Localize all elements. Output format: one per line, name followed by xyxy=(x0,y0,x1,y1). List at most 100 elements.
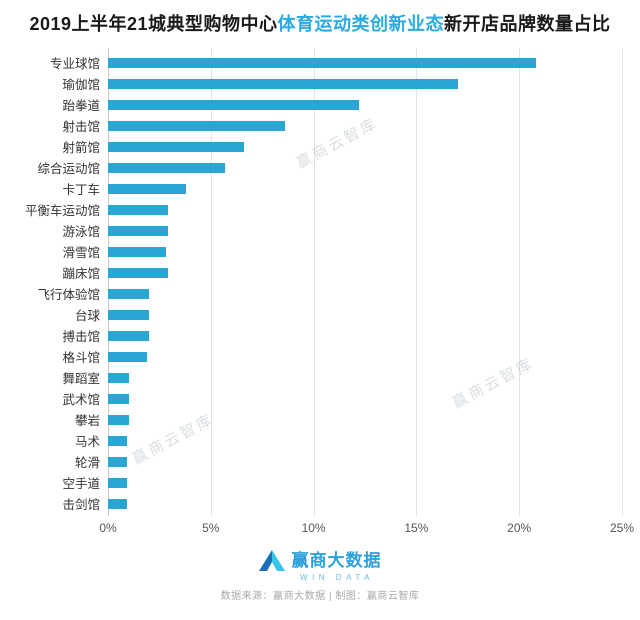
chart-row: 飞行体验馆 xyxy=(8,283,622,304)
bar xyxy=(108,414,129,425)
x-tick-label: 25% xyxy=(609,521,635,535)
bar-track xyxy=(108,141,622,152)
bar-track xyxy=(108,99,622,110)
bar xyxy=(108,225,168,236)
category-label: 攀岩 xyxy=(74,414,100,428)
category-label: 轮滑 xyxy=(74,456,100,470)
gridline xyxy=(108,48,109,516)
gridline xyxy=(519,48,521,516)
bar-track xyxy=(108,456,622,467)
chart-row: 搏击馆 xyxy=(8,325,622,346)
gridline xyxy=(622,48,623,516)
bar xyxy=(108,288,150,299)
chart-row: 蹦床馆 xyxy=(8,262,622,283)
bar xyxy=(108,246,166,257)
x-tick-label: 15% xyxy=(404,521,429,535)
category-label: 马术 xyxy=(74,435,100,449)
bar-track xyxy=(108,225,622,236)
category-label: 击剑馆 xyxy=(62,498,100,512)
chart-row: 攀岩 xyxy=(8,409,622,430)
bar-track xyxy=(108,162,622,173)
bar-track xyxy=(108,204,622,215)
bar xyxy=(108,183,187,194)
title-highlight: 体育运动类创新业态 xyxy=(277,14,445,34)
bar xyxy=(108,141,244,152)
title-part1: 2019上半年21城典型购物中心 xyxy=(29,14,278,34)
bar xyxy=(108,330,150,341)
bar-track xyxy=(108,246,622,257)
chart-row: 游泳馆 xyxy=(8,220,622,241)
bar-track xyxy=(108,120,622,131)
category-label: 武术馆 xyxy=(62,393,100,407)
bar-track xyxy=(108,477,622,488)
category-label: 瑜伽馆 xyxy=(62,78,100,92)
bar xyxy=(108,435,127,446)
bar-track xyxy=(108,435,622,446)
footer: 赢商大数据 WIN DATA 数据来源：赢商大数据 | 制图：赢商云智库 xyxy=(0,546,640,602)
category-label: 跆拳道 xyxy=(62,99,100,113)
chart-row: 击剑馆 xyxy=(8,493,622,514)
logo-text: 赢商大数据 xyxy=(291,551,382,570)
chart-row: 舞蹈室 xyxy=(8,367,622,388)
bar xyxy=(108,78,458,89)
bar-track xyxy=(108,267,622,278)
chart-rows: 专业球馆瑜伽馆跆拳道射击馆射箭馆综合运动馆卡丁车平衡车运动馆游泳馆滑雪馆 蹦床馆飞… xyxy=(8,52,622,514)
category-label: 格斗馆 xyxy=(62,351,100,365)
x-axis: 0% 5% 10% 15% 20% 25% xyxy=(99,514,634,536)
bar xyxy=(108,162,226,173)
chart-row: 马术 xyxy=(8,430,622,451)
chart-row: 格斗馆 xyxy=(8,346,622,367)
bar xyxy=(108,456,127,467)
chart-row: 瑜伽馆 xyxy=(8,73,622,94)
bar-track xyxy=(108,309,622,320)
chart-row: 综合运动馆 xyxy=(8,157,622,178)
gridline xyxy=(210,48,212,516)
bar xyxy=(108,99,359,110)
bar-track xyxy=(108,183,622,194)
bar xyxy=(108,57,536,68)
category-label: 专业球馆 xyxy=(49,57,100,71)
x-tick-label: 10% xyxy=(301,521,326,535)
x-tick-label: 20% xyxy=(507,521,532,535)
bar xyxy=(108,393,129,404)
category-label: 射箭馆 xyxy=(62,141,100,155)
bar-track xyxy=(108,372,622,383)
bar xyxy=(108,204,168,215)
category-label: 搏击馆 xyxy=(62,330,100,344)
bar xyxy=(108,477,127,488)
title-part2: 新开店品牌数量占比 xyxy=(444,14,611,34)
bar xyxy=(108,372,129,383)
chart-row: 空手道 xyxy=(8,472,622,493)
page-title: 2019上半年21城典型购物中心体育运动类创新业态新开店品牌数量占比 xyxy=(0,0,640,36)
chart-row: 射箭馆 xyxy=(8,136,622,157)
bar xyxy=(108,120,285,131)
chart-row: 滑雪馆 xyxy=(8,241,622,262)
x-tick-label: 5% xyxy=(202,521,220,535)
chart-row: 射击馆 xyxy=(8,115,622,136)
bar-track xyxy=(108,288,622,299)
category-label: 平衡车运动馆 xyxy=(24,204,100,218)
category-label: 台球 xyxy=(74,309,100,323)
gridline xyxy=(313,48,315,516)
bar-track xyxy=(108,498,622,509)
category-label: 卡丁车 xyxy=(62,183,100,197)
logo-subtext: WIN DATA xyxy=(300,573,374,582)
gridlines xyxy=(108,48,623,516)
bar-track xyxy=(108,393,622,404)
bar xyxy=(108,351,148,362)
category-label: 飞行体验馆 xyxy=(37,288,100,302)
bar xyxy=(108,309,150,320)
category-label: 射击馆 xyxy=(62,120,100,134)
bar-track xyxy=(108,57,622,68)
chart-row: 平衡车运动馆 xyxy=(8,199,622,220)
bar xyxy=(108,267,168,278)
chart-row: 卡丁车 xyxy=(8,178,622,199)
category-label: 舞蹈室 xyxy=(62,372,100,386)
bar-track xyxy=(108,351,622,362)
bar-track xyxy=(108,414,622,425)
category-label: 游泳馆 xyxy=(62,225,100,239)
windata-logo-icon xyxy=(258,550,285,571)
category-label: 综合运动馆 xyxy=(37,162,100,176)
gridline xyxy=(416,48,418,516)
